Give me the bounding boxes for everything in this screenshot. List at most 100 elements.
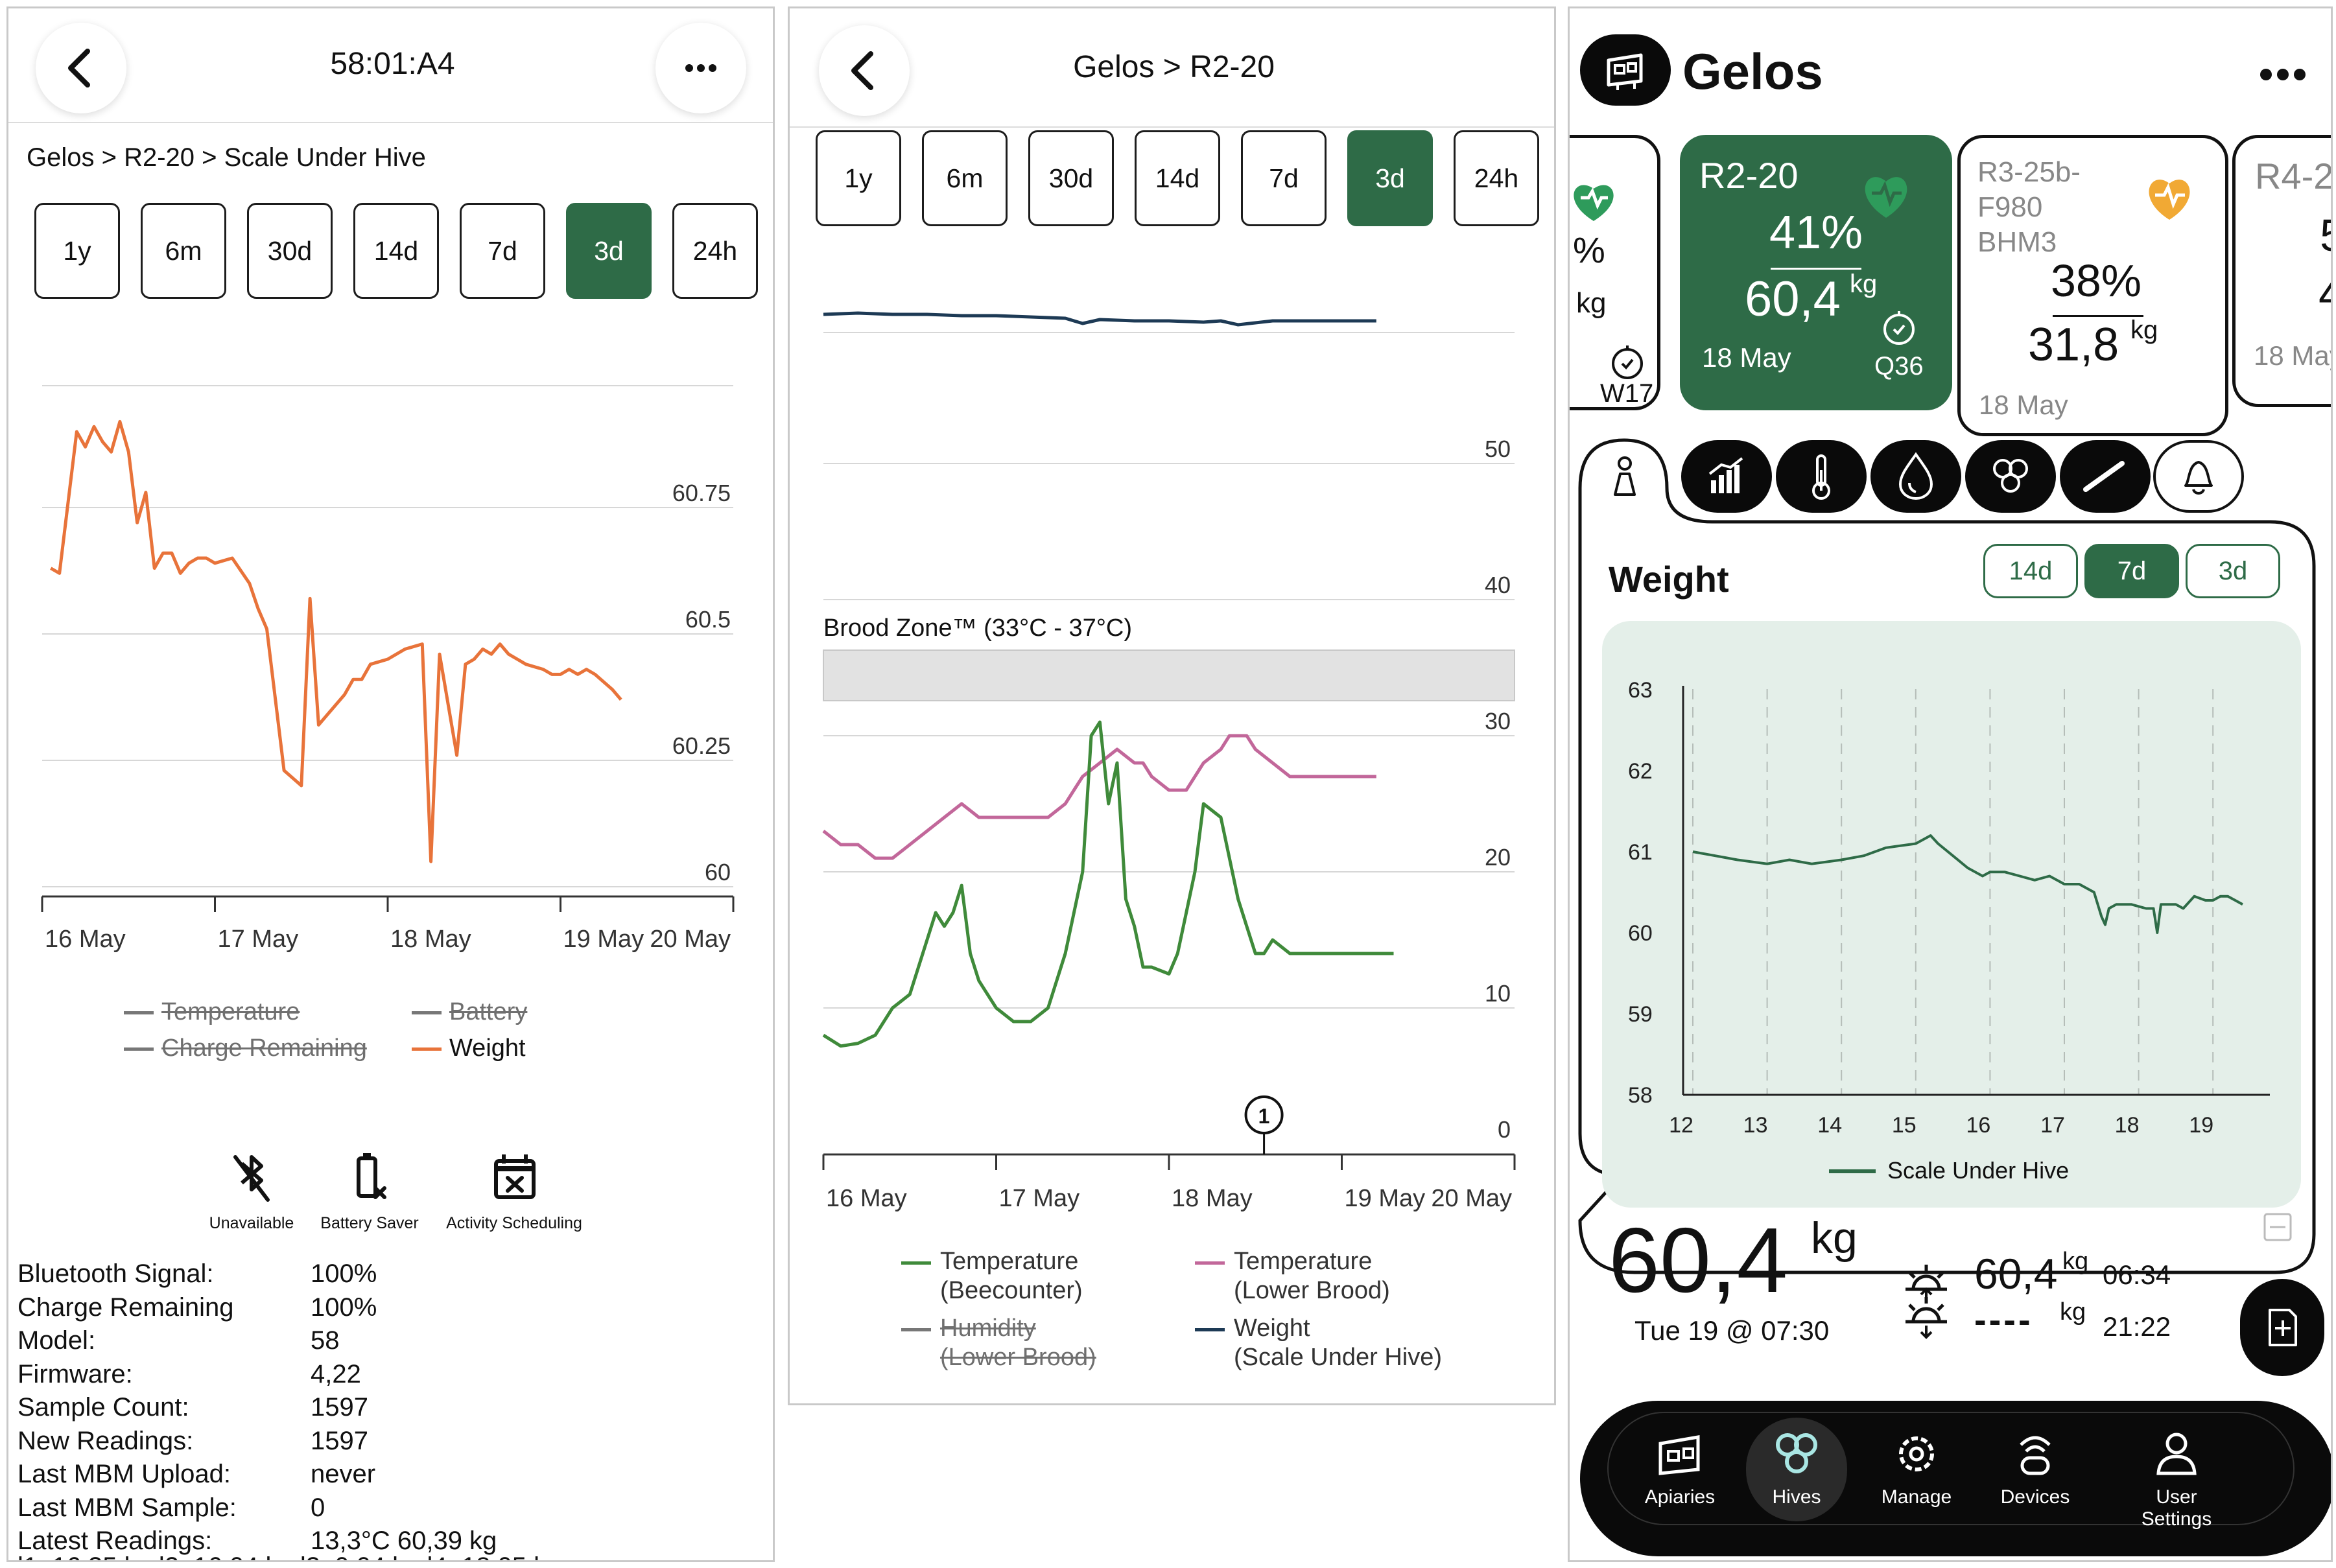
- range-3d[interactable]: 3d: [2186, 544, 2280, 598]
- nav-label: Apiaries: [1644, 1486, 1716, 1508]
- tab-humidity[interactable]: [1870, 440, 1961, 513]
- back-button[interactable]: [36, 23, 126, 113]
- hive-kg: kg: [1576, 287, 1607, 319]
- range-3d[interactable]: 3d: [566, 203, 652, 299]
- legend-temperature[interactable]: Temperature: [124, 997, 344, 1029]
- app-logo[interactable]: [1580, 34, 1671, 106]
- honeycomb-icon: [1993, 459, 2028, 493]
- x-tick-label: 16 May: [826, 1185, 907, 1212]
- tab-alerts[interactable]: [2153, 440, 2244, 513]
- legend-scale-under-hive[interactable]: Scale Under Hive: [1829, 1156, 2114, 1188]
- status-label: Battery Saver: [320, 1214, 419, 1232]
- nav-hives[interactable]: Hives: [1738, 1418, 1855, 1521]
- range-24h[interactable]: 24h: [1454, 130, 1539, 226]
- annotation-marker[interactable]: [1244, 1095, 1284, 1134]
- range-30d[interactable]: 30d: [1028, 130, 1114, 226]
- legend-sublabel: (Scale Under Hive): [1234, 1344, 1442, 1371]
- x-tick-label: 16 May: [45, 926, 126, 953]
- legend-label: Humidity: [940, 1315, 1036, 1342]
- hive-card-r2-20[interactable]: R2-20 41% 60,4 kg 18 May Q36: [1680, 135, 1952, 410]
- sunrise-weight: 60,4: [1974, 1250, 2058, 1298]
- status-label: Activity Scheduling: [446, 1214, 582, 1232]
- legend-battery[interactable]: Battery: [412, 997, 580, 1029]
- page-title: Gelos > R2-20: [1073, 50, 1275, 84]
- legend-label: Weight: [1234, 1315, 1310, 1342]
- legend-humidity[interactable]: Humidity (Lower Brood): [901, 1313, 1148, 1378]
- legend-temp-beecounter[interactable]: Temperature (Beecounter): [901, 1246, 1148, 1311]
- y-tick-label: 30: [1485, 708, 1511, 734]
- x-tick-label: 19: [2189, 1113, 2213, 1138]
- x-tick-label: 19 May: [1345, 1185, 1426, 1212]
- tab-temperature[interactable]: [1776, 440, 1867, 513]
- more-button[interactable]: [655, 23, 746, 113]
- range-14d[interactable]: 14d: [1983, 544, 2078, 598]
- info-value: 4,22: [311, 1359, 361, 1388]
- probe-icon: [2083, 461, 2125, 492]
- tab-hive-scale[interactable]: [1596, 449, 1654, 508]
- weight-series-line: [823, 311, 1376, 327]
- sunrise-time: 06:34: [2103, 1259, 2171, 1290]
- hive-weight: 4: [2318, 268, 2331, 321]
- range-14d[interactable]: 14d: [353, 203, 439, 299]
- range-1y[interactable]: 1y: [34, 203, 120, 299]
- legend-weight[interactable]: Weight: [412, 1033, 580, 1066]
- hive-date: 18 May: [1702, 342, 1791, 373]
- range-7d[interactable]: 7d: [460, 203, 545, 299]
- section-title: Weight: [1609, 559, 1729, 600]
- add-note-button[interactable]: [2240, 1279, 2324, 1376]
- sunset-weight: ----: [1974, 1299, 2033, 1340]
- x-tick-label: 13: [1743, 1113, 1768, 1138]
- x-tick-label: 18: [2115, 1113, 2140, 1138]
- heart-pulse-icon: [1574, 185, 1614, 221]
- info-label: Sample Count:: [18, 1393, 189, 1422]
- legend-swatch: [124, 1047, 154, 1051]
- legend-weight-scale[interactable]: Weight (Scale Under Hive): [1195, 1313, 1493, 1378]
- legend-temp-lower-brood[interactable]: Temperature (Lower Brood): [1195, 1246, 1467, 1311]
- hive-card-r3-25b[interactable]: R3-25b- F980 BHM3 38% 31,8 kg 18 May: [1957, 135, 2228, 436]
- legend-label: Battery: [449, 998, 528, 1025]
- tab-bees[interactable]: [1965, 440, 2056, 513]
- panel-hive-chart: Gelos > R2-20 1y 6m 30d 14d 7d 3d 24h 0 10 20 30 4…: [788, 6, 1556, 1405]
- range-6m[interactable]: 6m: [922, 130, 1008, 226]
- range-3d[interactable]: 3d: [1347, 130, 1433, 226]
- nav-manage[interactable]: Manage: [1858, 1422, 1975, 1519]
- legend-swatch: [412, 1011, 442, 1014]
- legend-label: Temperature: [1234, 1248, 1373, 1275]
- range-24h[interactable]: 24h: [672, 203, 758, 299]
- info-label: New Readings:: [18, 1426, 194, 1455]
- legend-charge[interactable]: Charge Remaining: [124, 1033, 396, 1066]
- hive-card-r4-partial[interactable]: R4-2 5 4 18 May: [2232, 135, 2333, 407]
- info-value: never: [311, 1460, 376, 1488]
- nav-label: User Settings: [2141, 1486, 2212, 1530]
- hive-name: R4-2: [2255, 156, 2333, 196]
- more-button[interactable]: [2250, 55, 2315, 94]
- status-label: Unavailable: [209, 1214, 294, 1232]
- hive-date: 18 May: [2254, 340, 2331, 371]
- back-button[interactable]: [819, 25, 910, 116]
- legend-label: Charge Remaining: [161, 1035, 367, 1062]
- y-tick-label: 58: [1628, 1083, 1653, 1108]
- legend-swatch: [124, 1011, 154, 1014]
- legend-label: Temperature: [940, 1248, 1079, 1275]
- range-7d[interactable]: 7d: [1241, 130, 1327, 226]
- sunset-unit: kg: [2060, 1298, 2086, 1326]
- range-1y[interactable]: 1y: [816, 130, 901, 226]
- bar-chart-icon: [1708, 457, 1743, 493]
- nav-apiaries[interactable]: Apiaries: [1622, 1422, 1738, 1519]
- nav-user-settings[interactable]: User Settings: [2118, 1422, 2235, 1530]
- nav-devices[interactable]: Devices: [1977, 1422, 2094, 1519]
- nav-label: Hives: [1772, 1486, 1821, 1508]
- panel-scale-detail: 58:01:A4 Gelos > R2-20 > Scale Under Hiv…: [6, 6, 775, 1562]
- legend-swatch: [412, 1047, 442, 1051]
- range-7d[interactable]: 7d: [2084, 544, 2179, 598]
- tab-statistics[interactable]: [1681, 440, 1772, 513]
- chevron-left-icon: [851, 51, 873, 90]
- range-6m[interactable]: 6m: [141, 203, 226, 299]
- range-30d[interactable]: 30d: [247, 203, 333, 299]
- y-tick-label: 60.25: [672, 732, 731, 759]
- current-weight: 60,4: [1609, 1209, 1788, 1312]
- tab-sensor-probe[interactable]: [2060, 440, 2151, 513]
- cut-off-line: l1: 16,35 kg l2: 16,04 kg l3: 0,04 kg l4…: [18, 1552, 561, 1560]
- range-14d[interactable]: 14d: [1135, 130, 1220, 226]
- hive-card-partial-left[interactable]: % kg W17: [1570, 135, 1660, 410]
